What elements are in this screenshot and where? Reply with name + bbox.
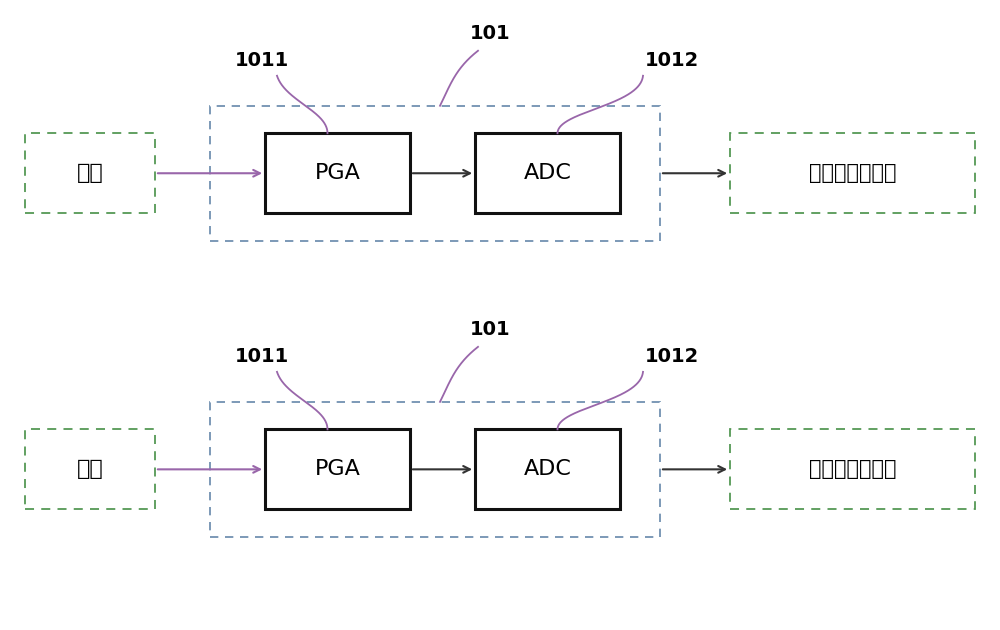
Bar [475,430,620,509]
Text: 1011: 1011 [235,347,289,367]
Bar [265,430,410,509]
Bar [730,134,975,213]
Text: 101: 101 [470,24,510,43]
Bar [730,430,975,509]
Text: 电压采样数字値: 电压采样数字値 [809,459,896,479]
Text: 1012: 1012 [645,347,699,367]
Text: ADC: ADC [524,459,571,479]
Text: 1011: 1011 [235,51,289,71]
Text: PGA: PGA [315,163,360,183]
Bar [265,134,410,213]
Text: 电流: 电流 [77,163,103,183]
Bar [25,134,155,213]
Bar [25,430,155,509]
Text: 电流采样数字値: 电流采样数字値 [809,163,896,183]
Text: 101: 101 [470,320,510,340]
Bar [210,402,660,537]
Bar [210,106,660,241]
Text: 1012: 1012 [645,51,699,71]
Text: ADC: ADC [524,163,571,183]
Text: PGA: PGA [315,459,360,479]
Text: 电压: 电压 [77,459,103,479]
Bar [475,134,620,213]
